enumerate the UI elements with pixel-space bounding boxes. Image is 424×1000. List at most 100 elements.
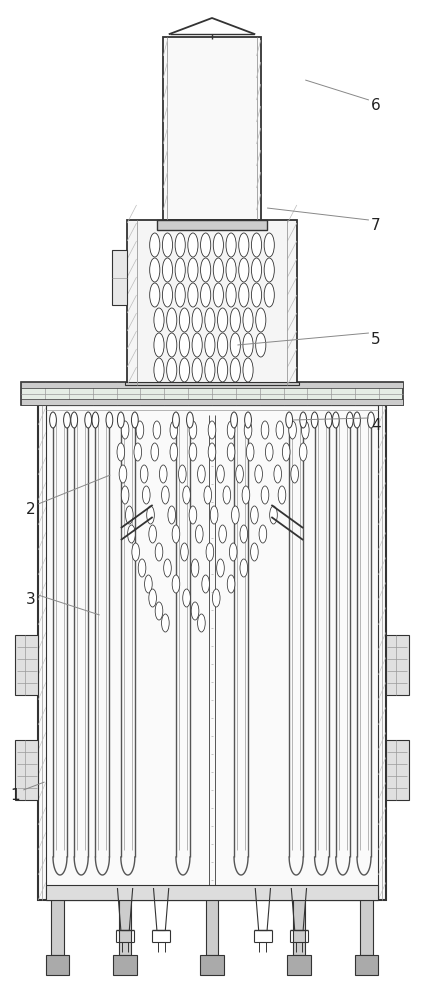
Circle shape xyxy=(142,486,150,504)
Circle shape xyxy=(175,258,185,282)
Circle shape xyxy=(183,589,190,607)
Bar xyxy=(200,955,224,975)
Circle shape xyxy=(192,308,202,332)
Bar xyxy=(127,220,297,385)
Circle shape xyxy=(119,465,127,483)
Circle shape xyxy=(208,443,216,461)
Bar xyxy=(206,900,218,955)
Circle shape xyxy=(159,465,167,483)
Circle shape xyxy=(189,421,197,439)
Circle shape xyxy=(227,575,235,593)
Circle shape xyxy=(117,412,124,428)
Circle shape xyxy=(208,421,216,439)
Circle shape xyxy=(291,465,298,483)
Bar xyxy=(38,405,386,900)
Circle shape xyxy=(201,233,211,257)
Circle shape xyxy=(179,333,190,357)
Circle shape xyxy=(188,283,198,307)
Circle shape xyxy=(299,443,307,461)
Circle shape xyxy=(134,443,142,461)
Circle shape xyxy=(245,412,251,428)
Circle shape xyxy=(150,258,160,282)
Circle shape xyxy=(149,589,156,607)
Circle shape xyxy=(242,486,250,504)
Bar xyxy=(119,900,131,955)
Bar xyxy=(163,37,261,220)
Circle shape xyxy=(276,421,284,439)
Circle shape xyxy=(231,412,237,428)
Bar xyxy=(287,220,297,385)
Circle shape xyxy=(202,575,209,593)
Circle shape xyxy=(270,506,277,524)
Circle shape xyxy=(150,283,160,307)
Bar xyxy=(21,399,403,405)
Circle shape xyxy=(172,575,180,593)
Bar xyxy=(15,635,38,695)
Circle shape xyxy=(229,543,237,561)
Circle shape xyxy=(126,506,133,524)
Circle shape xyxy=(205,358,215,382)
Circle shape xyxy=(154,308,164,332)
Circle shape xyxy=(172,525,180,543)
Circle shape xyxy=(191,602,199,620)
Circle shape xyxy=(368,412,374,428)
Circle shape xyxy=(311,412,318,428)
Bar xyxy=(21,382,403,388)
Circle shape xyxy=(227,443,235,461)
Text: 2: 2 xyxy=(25,502,35,518)
Circle shape xyxy=(167,358,177,382)
Bar xyxy=(112,250,127,305)
Circle shape xyxy=(106,412,113,428)
Circle shape xyxy=(217,465,224,483)
Circle shape xyxy=(226,258,236,282)
Circle shape xyxy=(210,506,218,524)
Bar xyxy=(157,220,267,230)
Circle shape xyxy=(140,465,148,483)
Circle shape xyxy=(259,525,267,543)
Circle shape xyxy=(85,412,92,428)
Circle shape xyxy=(346,412,353,428)
Circle shape xyxy=(219,525,226,543)
Circle shape xyxy=(198,465,205,483)
Text: 4: 4 xyxy=(371,418,381,432)
Circle shape xyxy=(147,506,154,524)
Text: 1: 1 xyxy=(11,788,20,802)
Circle shape xyxy=(132,543,139,561)
Bar xyxy=(46,955,69,975)
Circle shape xyxy=(301,421,309,439)
Circle shape xyxy=(218,308,228,332)
Circle shape xyxy=(167,333,177,357)
Bar xyxy=(21,382,403,405)
Circle shape xyxy=(191,559,199,577)
Circle shape xyxy=(325,412,332,428)
Circle shape xyxy=(255,465,262,483)
Circle shape xyxy=(164,559,171,577)
Circle shape xyxy=(175,233,185,257)
Circle shape xyxy=(213,258,223,282)
Bar xyxy=(113,955,137,975)
Circle shape xyxy=(264,283,274,307)
Circle shape xyxy=(213,233,223,257)
Circle shape xyxy=(354,412,360,428)
Circle shape xyxy=(181,543,188,561)
Circle shape xyxy=(230,308,240,332)
Circle shape xyxy=(162,486,169,504)
Circle shape xyxy=(154,333,164,357)
Circle shape xyxy=(240,559,248,577)
Text: 7: 7 xyxy=(371,218,381,232)
Circle shape xyxy=(240,525,248,543)
Circle shape xyxy=(136,421,144,439)
Circle shape xyxy=(162,258,173,282)
Circle shape xyxy=(154,358,164,382)
Circle shape xyxy=(155,602,163,620)
Circle shape xyxy=(244,421,252,439)
Circle shape xyxy=(239,258,249,282)
Circle shape xyxy=(278,486,286,504)
Circle shape xyxy=(162,614,169,632)
Circle shape xyxy=(213,283,223,307)
Bar xyxy=(293,900,305,955)
Circle shape xyxy=(170,443,178,461)
Circle shape xyxy=(198,614,205,632)
Circle shape xyxy=(167,308,177,332)
Circle shape xyxy=(189,443,197,461)
